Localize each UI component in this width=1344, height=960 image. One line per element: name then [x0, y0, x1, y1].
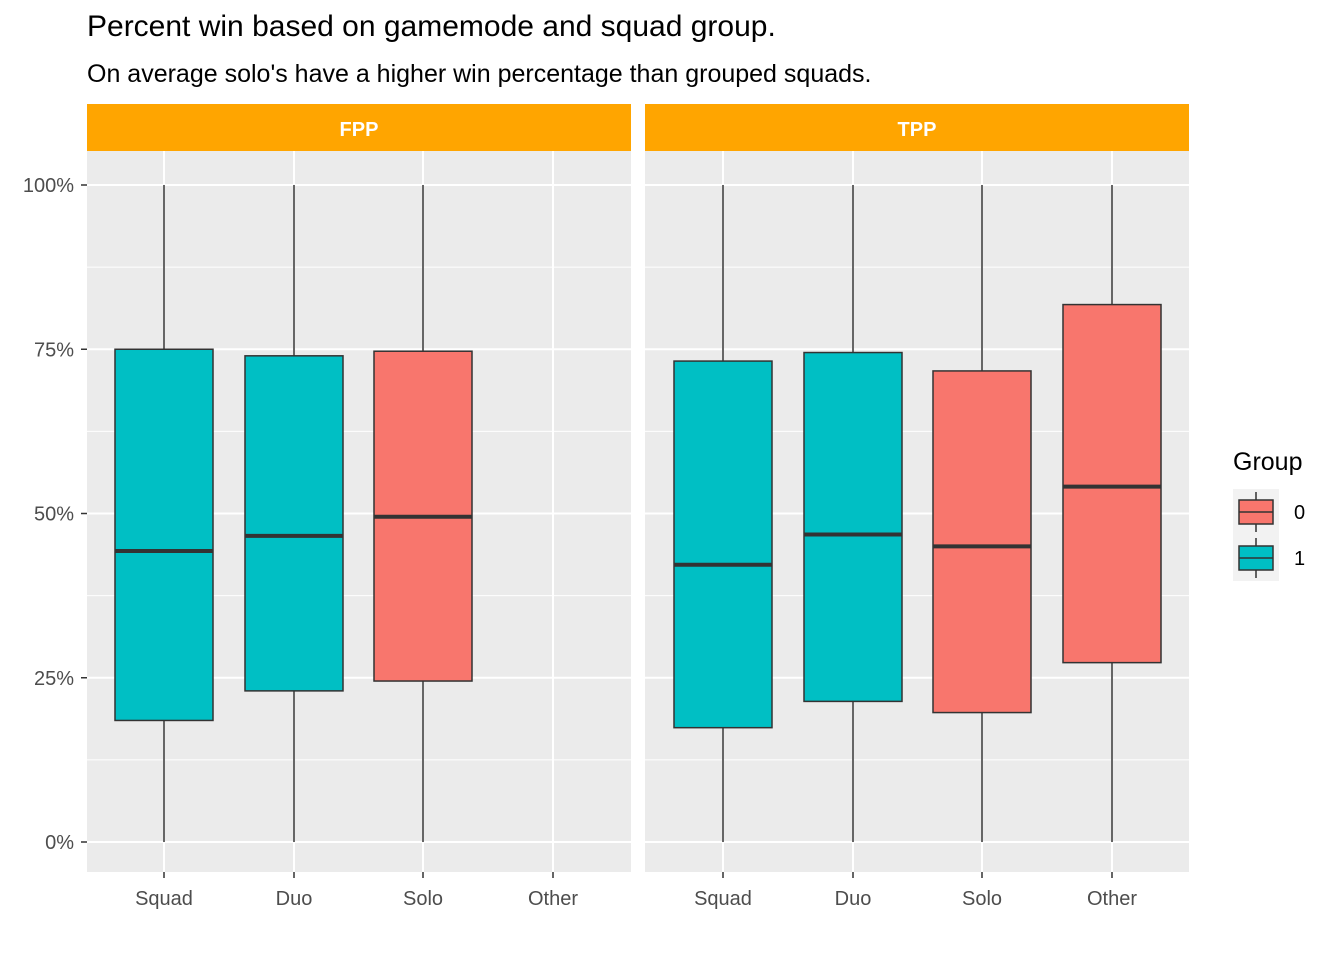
chart-subtitle: On average solo's have a higher win perc…: [87, 60, 872, 88]
box-duo: [803, 351, 903, 703]
box-squad: [673, 360, 773, 729]
x-tick-label: Solo: [962, 888, 1002, 910]
x-tick-label: Squad: [135, 888, 193, 910]
x-tick-label: Other: [1087, 888, 1137, 910]
box-solo: [932, 370, 1032, 714]
y-tick-label: 75%: [34, 339, 74, 361]
x-tick-label: Solo: [403, 888, 443, 910]
y-tick-label: 50%: [34, 504, 74, 526]
x-tick-label: Squad: [694, 888, 752, 910]
box-squad: [114, 348, 214, 722]
y-tick-label: 25%: [34, 668, 74, 690]
facet-strip: [87, 104, 631, 151]
box-other: [1062, 303, 1162, 664]
box-duo: [244, 355, 344, 692]
chart-title: Percent win based on gamemode and squad …: [87, 10, 776, 43]
x-tick-label: Duo: [276, 888, 313, 910]
facet-strip-label: TPP: [898, 119, 937, 141]
legend-title: Group: [1233, 448, 1302, 476]
facet-strip: [645, 104, 1189, 151]
facet-strip-label: FPP: [340, 119, 379, 141]
x-tick-label: Duo: [835, 888, 872, 910]
y-tick-label: 100%: [23, 175, 74, 197]
x-tick-label: Other: [528, 888, 578, 910]
y-tick-label: 0%: [45, 832, 74, 854]
legend-label: 0: [1294, 502, 1305, 524]
legend-label: 1: [1294, 548, 1305, 570]
